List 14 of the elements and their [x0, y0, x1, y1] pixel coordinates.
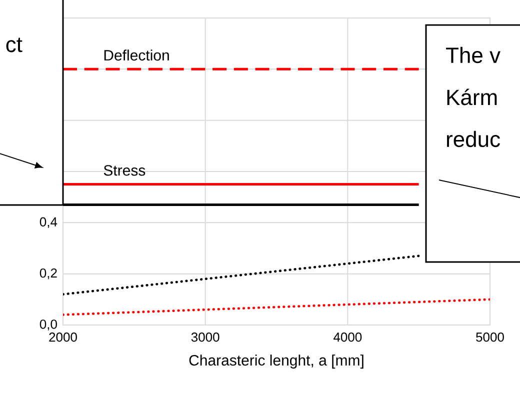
x-tick-label: 5000 [476, 332, 504, 342]
annotation: reduc [446, 130, 500, 148]
x-axis-title: Charasteric lenght, a [mm] [189, 354, 364, 369]
annotation: Kárm [447, 88, 497, 106]
series-label: Stress [104, 165, 146, 176]
x-tick-label: 3000 [191, 332, 220, 342]
x-tick-label: 4000 [334, 332, 362, 342]
text: ct [6, 38, 22, 52]
series-label: Deflection [104, 50, 169, 61]
annotation: The v [446, 46, 500, 64]
x-tick-label: 2000 [49, 332, 77, 342]
y-tick-label: 0,0 [40, 320, 57, 330]
y-tick-label: 0,2 [40, 268, 57, 280]
y-tick-label: 0,4 [40, 217, 58, 228]
